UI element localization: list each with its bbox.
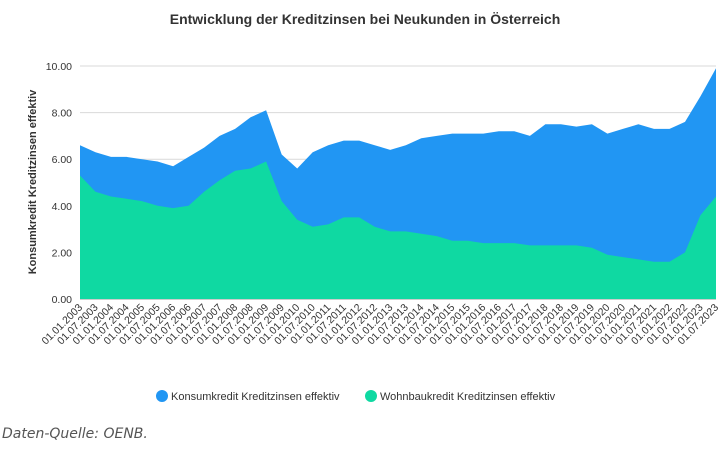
x-axis-ticks: 01.01.200301.07.200301.01.200401.07.2004… — [39, 302, 721, 348]
legend: Konsumkredit Kreditzinsen effektiv Wohnba… — [156, 390, 556, 403]
y-tick-label: 4.00 — [52, 201, 73, 213]
y-axis-label: Konsumkredit Kreditzinsen effektiv — [27, 89, 39, 274]
plot-areas — [80, 68, 716, 299]
chart-title: Entwicklung der Kreditzinsen bei Neukund… — [170, 11, 561, 27]
y-tick-label: 0.00 — [52, 294, 73, 306]
y-tick-label: 6.00 — [52, 154, 73, 166]
chart: Entwicklung der Kreditzinsen bei Neukund… — [27, 11, 721, 403]
y-tick-label: 8.00 — [52, 108, 73, 120]
y-tick-label: 2.00 — [52, 247, 73, 259]
source-note: Daten-Quelle: OENB. — [2, 426, 148, 442]
legend-marker-2 — [365, 390, 377, 402]
y-axis-ticks: 0.00 2.00 4.00 6.00 8.00 10.00 — [46, 61, 72, 306]
legend-label-2: Wohnbaukredit Kreditzinsen effektiv — [380, 391, 556, 403]
y-tick-label: 10.00 — [46, 61, 72, 73]
legend-label-1: Konsumkredit Kreditzinsen effektiv — [171, 391, 340, 403]
legend-marker-1 — [156, 390, 168, 402]
series-area-2 — [80, 161, 716, 299]
